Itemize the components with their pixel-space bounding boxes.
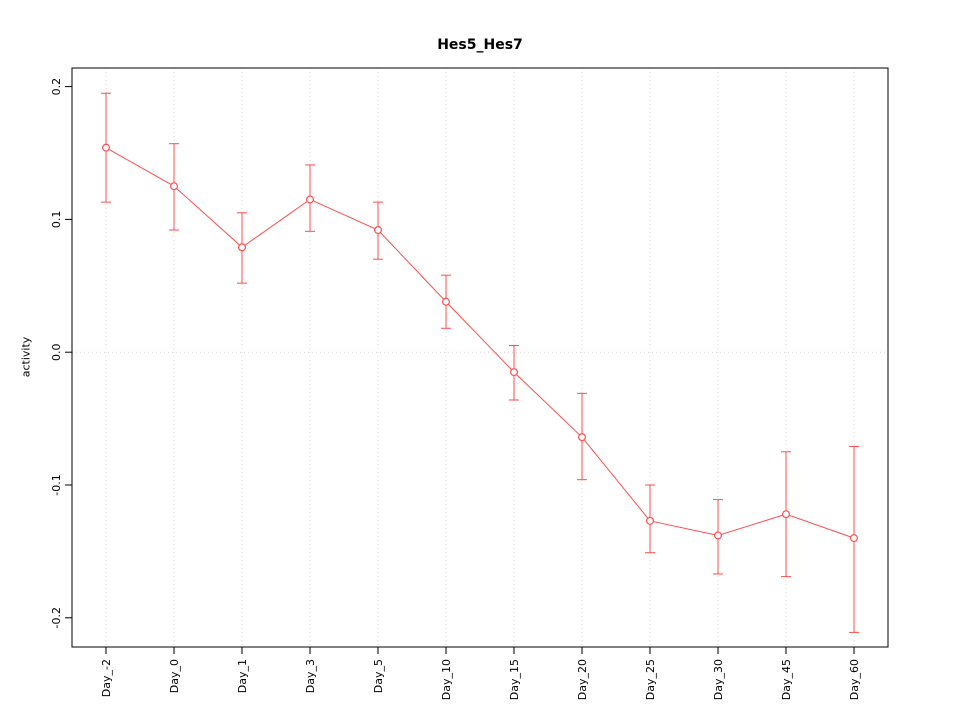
data-point-marker	[849, 534, 858, 543]
x-tick-label: Day_5	[372, 659, 385, 693]
data-point-marker	[238, 243, 247, 252]
data-point-marker	[713, 531, 722, 540]
data-point-marker	[645, 516, 654, 525]
x-tick-label: Day_0	[168, 659, 181, 693]
data-point-marker	[306, 195, 315, 204]
data-point-marker	[577, 433, 586, 442]
data-point-marker	[442, 297, 451, 306]
data-point-marker	[510, 368, 519, 377]
x-tick-label: Day_25	[644, 659, 657, 700]
x-tick-label: Day_15	[508, 659, 521, 700]
y-tick-label: 0.2	[50, 78, 63, 96]
x-tick-label: Day_20	[576, 659, 589, 700]
x-tick-label: Day_10	[440, 659, 453, 700]
y-tick-label: 0.1	[50, 211, 63, 229]
y-axis-title: activity	[19, 336, 33, 378]
chart-title: Hes5_Hes7	[437, 37, 523, 53]
x-tick-label: Day_60	[848, 659, 861, 700]
series-line	[105, 147, 855, 539]
data-point-marker	[170, 182, 179, 191]
x-tick-label: Day_30	[712, 659, 725, 700]
data-point-marker	[101, 143, 110, 152]
x-tick-label: Day_45	[780, 659, 793, 700]
x-tick-label: Day_-2	[100, 659, 113, 697]
y-tick-label: 0.0	[50, 343, 63, 361]
plot-border	[71, 67, 889, 648]
y-tick-label: -0.1	[50, 474, 63, 495]
data-point-marker	[374, 226, 383, 235]
x-tick-label: Day_1	[236, 659, 249, 693]
y-tick-label: -0.2	[50, 607, 63, 628]
x-tick-label: Day_3	[304, 659, 317, 693]
data-point-marker	[781, 510, 790, 519]
